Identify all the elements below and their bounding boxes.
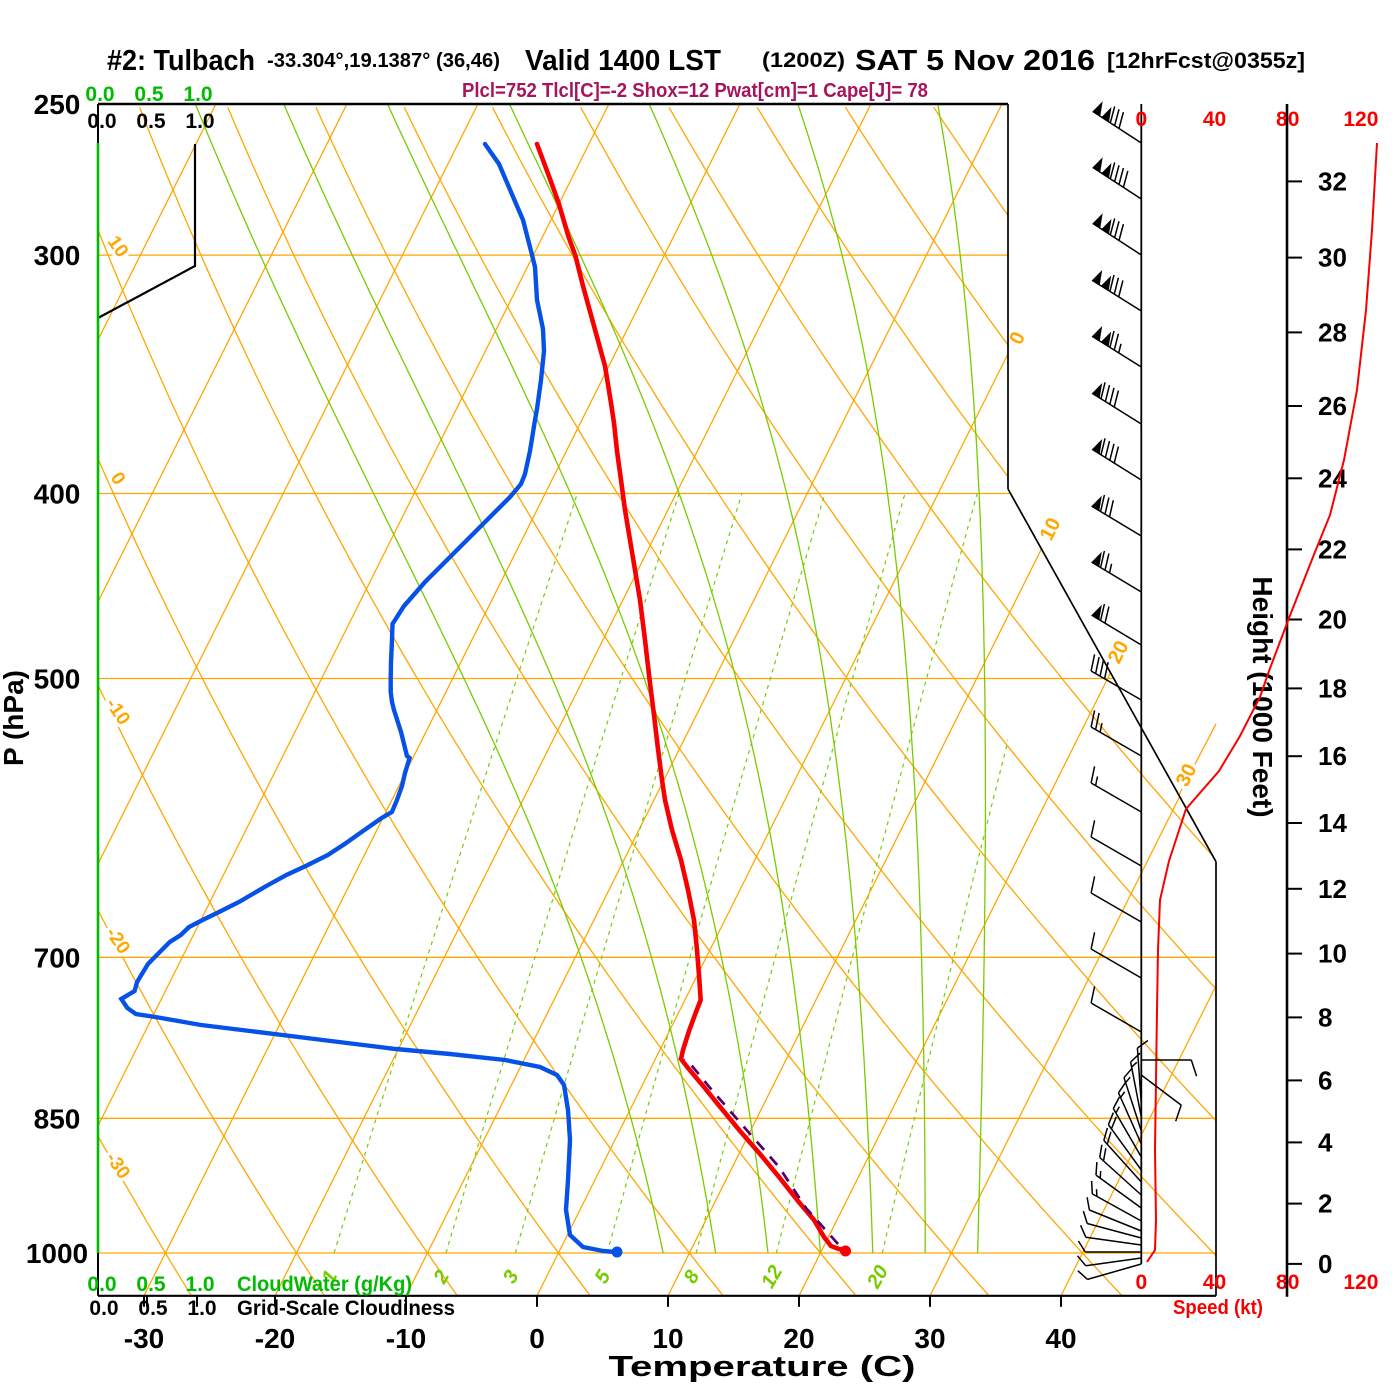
svg-text:400: 400 — [34, 479, 81, 510]
svg-text:0: 0 — [1135, 1271, 1147, 1294]
svg-text:(1200Z): (1200Z) — [762, 49, 845, 72]
svg-text:0.5: 0.5 — [138, 1297, 168, 1320]
svg-text:40: 40 — [1203, 1271, 1226, 1294]
svg-text:Plcl=752 Tlcl[C]=-2 Shox=12 Pw: Plcl=752 Tlcl[C]=-2 Shox=12 Pwat[cm]=1 C… — [462, 80, 928, 102]
svg-text:18: 18 — [1318, 673, 1347, 703]
svg-text:SAT 5 Nov 2016: SAT 5 Nov 2016 — [855, 45, 1095, 77]
svg-text:120: 120 — [1343, 108, 1378, 131]
svg-text:CloudWater (g/Kg): CloudWater (g/Kg) — [237, 1273, 412, 1296]
svg-text:0.0: 0.0 — [85, 83, 114, 106]
svg-text:Height (1000 Feet): Height (1000 Feet) — [1247, 576, 1278, 817]
svg-text:Speed (kt): Speed (kt) — [1173, 1297, 1263, 1319]
svg-text:P (hPa): P (hPa) — [0, 670, 29, 766]
svg-text:32: 32 — [1318, 166, 1347, 196]
svg-text:20: 20 — [783, 1323, 814, 1354]
svg-text:0.5: 0.5 — [136, 1273, 166, 1296]
svg-text:Grid-Scale Cloudiness: Grid-Scale Cloudiness — [237, 1297, 455, 1320]
svg-text:22: 22 — [1318, 534, 1347, 564]
svg-text:1.0: 1.0 — [185, 110, 214, 133]
svg-text:120: 120 — [1343, 1271, 1378, 1294]
svg-text:0.0: 0.0 — [87, 110, 116, 133]
svg-text:0.0: 0.0 — [87, 1273, 116, 1296]
svg-text:6: 6 — [1318, 1065, 1332, 1095]
svg-text:10: 10 — [652, 1323, 683, 1354]
svg-text:28: 28 — [1318, 317, 1347, 347]
svg-text:-20: -20 — [255, 1323, 295, 1354]
svg-text:1.0: 1.0 — [183, 83, 212, 106]
svg-text:1000: 1000 — [26, 1238, 88, 1269]
svg-text:0.5: 0.5 — [136, 110, 166, 133]
svg-text:0: 0 — [529, 1323, 545, 1354]
svg-text:2: 2 — [1318, 1189, 1332, 1219]
svg-text:1.0: 1.0 — [187, 1297, 216, 1320]
svg-text:0: 0 — [1135, 108, 1147, 131]
svg-text:26: 26 — [1318, 391, 1347, 421]
svg-text:10: 10 — [1318, 939, 1347, 969]
svg-text:40: 40 — [1045, 1323, 1076, 1354]
svg-text:30: 30 — [1318, 243, 1347, 273]
svg-text:14: 14 — [1318, 808, 1347, 838]
svg-text:40: 40 — [1203, 108, 1226, 131]
svg-text:0.5: 0.5 — [134, 83, 164, 106]
svg-text:20: 20 — [1318, 605, 1347, 635]
svg-text:-10: -10 — [386, 1323, 426, 1354]
svg-text:8: 8 — [1318, 1002, 1332, 1032]
svg-text:0.0: 0.0 — [89, 1297, 118, 1320]
svg-text:500: 500 — [34, 664, 81, 695]
svg-text:1.0: 1.0 — [185, 1273, 214, 1296]
svg-text:250: 250 — [34, 89, 81, 120]
svg-text:[12hrFcst@0355z]: [12hrFcst@0355z] — [1107, 48, 1305, 73]
svg-text:16: 16 — [1318, 741, 1347, 771]
svg-text:300: 300 — [34, 240, 81, 271]
svg-text:700: 700 — [34, 942, 81, 973]
svg-text:4: 4 — [1318, 1127, 1333, 1157]
svg-text:#2: Tulbach: #2: Tulbach — [107, 45, 255, 77]
svg-text:Temperature (C): Temperature (C) — [609, 1351, 916, 1383]
svg-text:-30: -30 — [124, 1323, 164, 1354]
svg-text:0: 0 — [1318, 1249, 1332, 1279]
svg-text:30: 30 — [914, 1323, 945, 1354]
svg-text:850: 850 — [34, 1103, 81, 1134]
svg-text:Valid 1400 LST: Valid 1400 LST — [525, 45, 721, 77]
svg-text:12: 12 — [1318, 874, 1347, 904]
svg-text:-33.304°,19.1387° (36,46): -33.304°,19.1387° (36,46) — [267, 50, 500, 72]
